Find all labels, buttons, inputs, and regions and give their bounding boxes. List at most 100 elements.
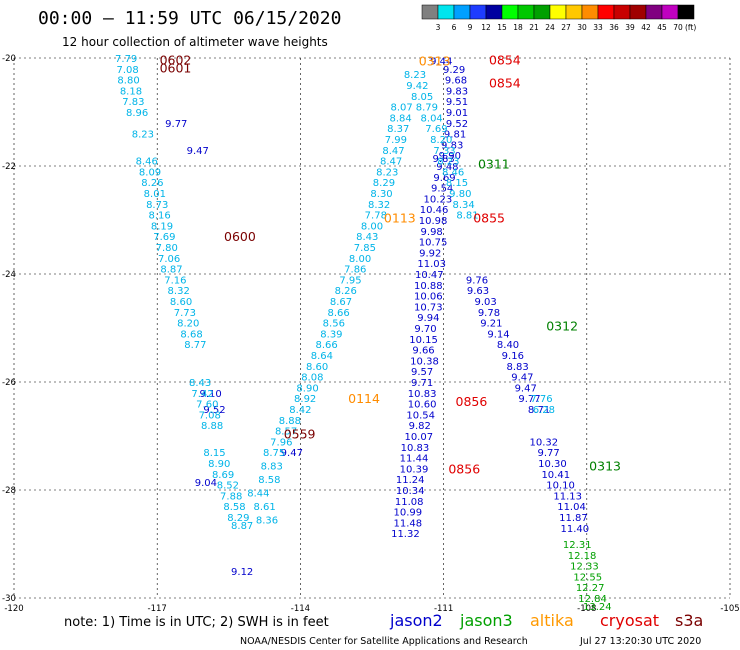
color-scale-bar: 3 6 9 12 15 18 21 24 27 30 33 36 39 42 45 70 (ft) — [421, 4, 696, 32]
color-swatch — [565, 4, 583, 20]
wave-height-value: 8.23 — [404, 70, 426, 81]
wave-height-value: 8.43 — [189, 378, 211, 389]
wave-height-value: 7.60 — [196, 400, 218, 411]
wave-height-value: 8.83 — [506, 362, 528, 373]
y-tick-label: -24 — [2, 270, 16, 280]
wave-height-value: 9.52 — [446, 119, 468, 130]
pass-time-label: 0854 — [489, 75, 521, 90]
wave-height-value: 12.18 — [568, 551, 597, 562]
wave-height-value: 8.26 — [335, 286, 357, 297]
wave-height-value: 7.69 — [425, 124, 447, 135]
pass-time-label: 0114 — [348, 391, 380, 406]
wave-height-value: 8.52 — [217, 481, 239, 492]
credit-text: NOAA/NESDIS Center for Satellite Applica… — [240, 636, 528, 647]
color-swatch — [517, 4, 535, 20]
wave-height-value: 7.06 — [158, 254, 180, 265]
wave-height-value: 8.36 — [256, 516, 278, 527]
wave-height-value: 9.94 — [417, 313, 439, 324]
wave-height-value: 8.66 — [316, 340, 338, 351]
wave-height-value: 7.16 — [164, 275, 186, 286]
pass-time-label: 0855 — [473, 210, 505, 225]
wave-height-value: 7.95 — [339, 275, 361, 286]
y-tick-label: -22 — [2, 162, 16, 172]
wave-height-value: 9.83 — [441, 140, 463, 151]
wave-height-value: 9.63 — [467, 286, 489, 297]
color-scale-tick: 18 — [513, 23, 523, 32]
wave-height-value: 10.83 — [408, 389, 437, 400]
wave-height-value: 9.48 — [436, 162, 458, 173]
pass-time-label: 0602 — [160, 53, 192, 68]
wave-height-value: 10.73 — [414, 302, 443, 313]
wave-height-value: 8.58 — [258, 475, 280, 486]
wave-height-value: 8.32 — [368, 200, 390, 211]
color-scale-tick: 45 — [657, 23, 667, 32]
wave-height-value: 8.16 — [148, 211, 170, 222]
color-swatch — [421, 4, 439, 20]
wave-height-value: 8.96 — [126, 108, 148, 119]
wave-height-value: 8.18 — [120, 86, 142, 97]
wave-height-value: 10.06 — [414, 292, 443, 303]
wave-height-value: 8.01 — [144, 189, 166, 200]
color-scale-tick: 27 — [561, 23, 571, 32]
color-scale-tick: 36 — [609, 23, 619, 32]
wave-height-value: 9.14 — [487, 329, 509, 340]
wave-height-value: 10.46 — [420, 205, 449, 216]
wave-height-value: 11.04 — [557, 502, 586, 513]
wave-height-value: 9.78 — [478, 308, 500, 319]
wave-height-value: 9.42 — [406, 81, 428, 92]
x-tick-label: -105 — [720, 604, 739, 614]
wave-height-value: 11.87 — [559, 513, 588, 524]
wave-height-value: 9.04 — [195, 478, 217, 489]
wave-height-value: 9.83 — [446, 86, 468, 97]
wave-height-value: 8.40 — [497, 340, 519, 351]
wave-height-value: 8.80 — [117, 76, 139, 87]
color-scale-tick: 15 — [497, 23, 507, 32]
wave-height-value: 7.33 — [433, 146, 455, 157]
legend-entry: jason2 — [389, 611, 443, 630]
wave-height-value: 8.05 — [411, 92, 433, 103]
wave-height-value: 7.86 — [344, 265, 366, 276]
color-scale-tick: 70 — [673, 23, 683, 32]
plot-area: -120 -117 -114 -111 -108 -105 -20 -22 -24 -26 -28 -… — [2, 53, 740, 614]
wave-height-value: 7.80 — [156, 243, 178, 254]
color-swatch — [661, 4, 679, 20]
wave-height-value: 9.83 — [432, 154, 454, 165]
wave-height-value: 9.66 — [412, 346, 434, 357]
wave-height-value: 10.38 — [410, 356, 439, 367]
x-tick-label: -108 — [577, 604, 596, 614]
wave-height-value: 6.28 — [533, 405, 555, 416]
pass-time-label: 0601 — [160, 61, 192, 76]
wave-height-value: 8.61 — [253, 502, 275, 513]
x-tick-label: -120 — [4, 604, 23, 614]
color-scale-tick: 3 — [436, 23, 441, 32]
wave-height-value: 8.29 — [227, 513, 249, 524]
color-swatch — [549, 4, 567, 20]
wave-height-value: 9.81 — [444, 130, 466, 141]
wave-height-value: 10.75 — [419, 238, 448, 249]
wave-height-value: 8.46 — [442, 167, 464, 178]
wave-height-value: 10.30 — [538, 459, 567, 470]
wave-height-value: 9.12 — [231, 567, 253, 578]
wave-height-value: 8.73 — [146, 200, 168, 211]
wave-height-value: 7.76 — [530, 394, 552, 405]
pass-time-label: 0313 — [589, 459, 621, 474]
wave-height-value: 8.92 — [294, 394, 316, 405]
wave-height-value: 7.73 — [174, 308, 196, 319]
wave-height-value: 7.08 — [199, 410, 221, 421]
wave-height-value: 8.44 — [247, 489, 269, 500]
wave-height-value: 10.34 — [396, 486, 425, 497]
wave-height-value: 8.34 — [453, 200, 475, 211]
wave-height-value: 12.55 — [573, 572, 602, 583]
wave-height-value: 8.75 — [263, 448, 285, 459]
wave-height-value: 8.26 — [141, 178, 163, 189]
wave-height-value: 9.76 — [466, 275, 488, 286]
satellite-legend: jason2 jason3 altika cryosat s3a — [389, 611, 703, 630]
wave-height-value: 9.10 — [200, 389, 222, 400]
wave-height-value: 8.15 — [446, 178, 468, 189]
wave-height-value: 8.81 — [456, 211, 478, 222]
x-tick-label: -117 — [148, 604, 167, 614]
color-swatch — [613, 4, 631, 20]
color-swatch — [437, 4, 455, 20]
wave-height-value: 9.51 — [446, 97, 468, 108]
